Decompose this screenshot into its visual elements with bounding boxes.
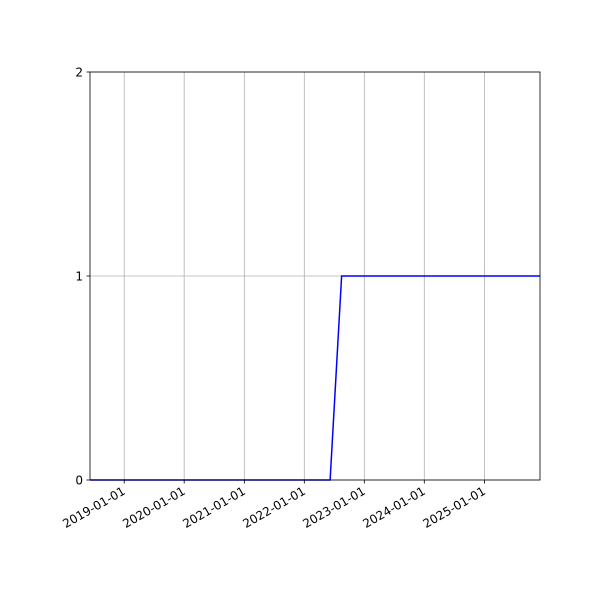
x-tick-label: 2020-01-01 <box>120 484 187 531</box>
x-tick-label: 2021-01-01 <box>180 484 247 531</box>
y-tick-label: 2 <box>75 66 83 80</box>
x-tick-label: 2025-01-01 <box>421 484 488 531</box>
y-tick-label: 1 <box>75 270 83 284</box>
x-tick-label: 2019-01-01 <box>60 484 127 531</box>
x-tick-label: 2022-01-01 <box>240 484 307 531</box>
x-tick-label: 2024-01-01 <box>360 484 427 531</box>
y-tick-label: 0 <box>75 474 83 488</box>
data-series-line <box>90 275 540 481</box>
x-tick-label: 2023-01-01 <box>300 484 367 531</box>
